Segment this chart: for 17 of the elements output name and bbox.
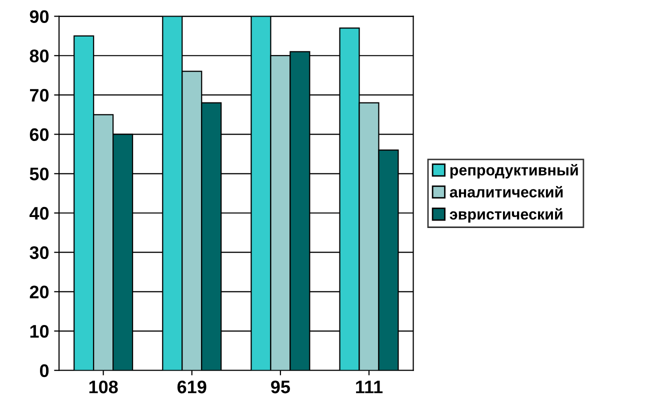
legend-label: эвристический xyxy=(450,208,562,223)
y-tick-label: 40 xyxy=(30,206,49,220)
y-tick-label: 80 xyxy=(30,50,49,62)
x-tick-label: 108 xyxy=(89,380,118,394)
y-tick-label: 30 xyxy=(30,246,49,260)
y-tick-label: 50 xyxy=(30,168,49,180)
x-tick-label: 111 xyxy=(356,380,383,394)
y-tick-label: 90 xyxy=(30,10,49,23)
y-tick-label: 0 xyxy=(40,364,49,378)
y-tick-label: 20 xyxy=(30,286,49,298)
y-tick-label: 10 xyxy=(30,324,49,338)
x-tick-label: 95 xyxy=(271,380,290,394)
x-tick-label: 619 xyxy=(177,380,206,394)
y-tick-label: 60 xyxy=(30,128,49,142)
y-tick-label: 70 xyxy=(30,88,49,102)
legend-label: аналитический xyxy=(450,186,563,198)
legend-label: репродуктивный xyxy=(450,164,578,179)
